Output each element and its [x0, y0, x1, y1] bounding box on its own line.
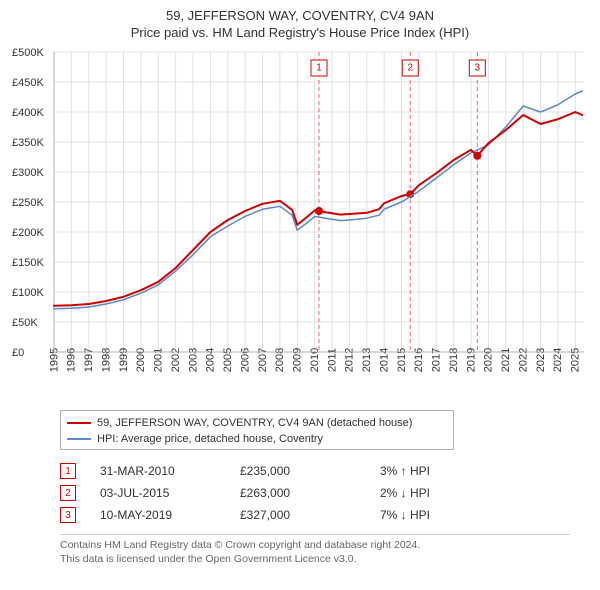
- svg-text:2012: 2012: [344, 348, 356, 372]
- svg-text:£100K: £100K: [12, 287, 44, 299]
- transaction-date: 10-MAY-2019: [100, 508, 240, 522]
- svg-text:2015: 2015: [396, 348, 408, 372]
- svg-text:2010: 2010: [309, 348, 321, 372]
- svg-text:2006: 2006: [239, 348, 251, 372]
- svg-text:2001: 2001: [153, 348, 165, 372]
- transaction-marker: 3: [60, 507, 76, 523]
- svg-text:2020: 2020: [483, 348, 495, 372]
- transactions-table: 1 31-MAR-2010£235,0003% ↑ HPI 2 03-JUL-2015…: [60, 460, 590, 526]
- svg-text:£300K: £300K: [12, 167, 44, 179]
- svg-text:£400K: £400K: [12, 107, 44, 119]
- transaction-marker: 2: [60, 485, 76, 501]
- chart-svg: £0 £50K £100K £150K £200K £250K £300K £350K £400…: [10, 46, 590, 402]
- svg-text:2021: 2021: [500, 348, 512, 372]
- svg-text:£150K: £150K: [12, 257, 44, 269]
- svg-text:2023: 2023: [535, 348, 547, 372]
- svg-text:1996: 1996: [66, 348, 78, 372]
- svg-text:2003: 2003: [187, 348, 199, 372]
- legend-swatch: [67, 422, 91, 424]
- svg-text:£200K: £200K: [12, 227, 44, 239]
- svg-text:3: 3: [475, 63, 481, 74]
- chart-legend: 59, JEFFERSON WAY, COVENTRY, CV4 9AN (de…: [60, 410, 454, 450]
- svg-text:2024: 2024: [552, 348, 564, 372]
- svg-text:2004: 2004: [205, 348, 217, 372]
- transaction-price: £235,000: [240, 464, 380, 478]
- transaction-row: 1 31-MAR-2010£235,0003% ↑ HPI: [60, 460, 590, 482]
- svg-text:2014: 2014: [378, 348, 390, 372]
- transaction-marker: 1: [60, 463, 76, 479]
- transaction-row: 3 10-MAY-2019£327,0007% ↓ HPI: [60, 504, 590, 526]
- chart-title: 59, JEFFERSON WAY, COVENTRY, CV4 9AN: [10, 8, 590, 23]
- transaction-delta: 2% ↓ HPI: [380, 486, 480, 500]
- svg-text:2002: 2002: [170, 348, 182, 372]
- svg-text:2: 2: [407, 63, 413, 74]
- svg-text:1998: 1998: [100, 348, 112, 372]
- legend-swatch: [67, 438, 91, 440]
- footer-line-2: This data is licensed under the Open Gov…: [60, 553, 570, 567]
- transaction-delta: 7% ↓ HPI: [380, 508, 480, 522]
- svg-text:£250K: £250K: [12, 197, 44, 209]
- chart-container: 59, JEFFERSON WAY, COVENTRY, CV4 9AN Pri…: [0, 0, 600, 590]
- legend-label: HPI: Average price, detached house, Cove…: [97, 433, 323, 445]
- transaction-price: £263,000: [240, 486, 380, 500]
- chart-subtitle: Price paid vs. HM Land Registry's House …: [10, 25, 590, 40]
- svg-text:2017: 2017: [431, 348, 443, 372]
- legend-item: 59, JEFFERSON WAY, COVENTRY, CV4 9AN (de…: [67, 415, 447, 431]
- svg-text:£500K: £500K: [12, 47, 44, 59]
- transaction-date: 31-MAR-2010: [100, 464, 240, 478]
- svg-text:2025: 2025: [570, 348, 582, 372]
- svg-text:1999: 1999: [118, 348, 130, 372]
- svg-text:1: 1: [316, 63, 322, 74]
- footer-line-1: Contains HM Land Registry data © Crown c…: [60, 539, 570, 553]
- svg-text:£350K: £350K: [12, 137, 44, 149]
- transaction-delta: 3% ↑ HPI: [380, 464, 480, 478]
- svg-text:2018: 2018: [448, 348, 460, 372]
- legend-item: HPI: Average price, detached house, Cove…: [67, 431, 447, 447]
- svg-text:£0: £0: [12, 347, 24, 359]
- svg-text:2000: 2000: [135, 348, 147, 372]
- svg-text:2013: 2013: [361, 348, 373, 372]
- transaction-date: 03-JUL-2015: [100, 486, 240, 500]
- svg-text:1997: 1997: [83, 348, 95, 372]
- chart-footer: Contains HM Land Registry data © Crown c…: [60, 534, 570, 566]
- svg-text:2005: 2005: [222, 348, 234, 372]
- svg-text:2009: 2009: [292, 348, 304, 372]
- legend-label: 59, JEFFERSON WAY, COVENTRY, CV4 9AN (de…: [97, 417, 412, 429]
- svg-text:2016: 2016: [413, 348, 425, 372]
- transaction-price: £327,000: [240, 508, 380, 522]
- transaction-row: 2 03-JUL-2015£263,0002% ↓ HPI: [60, 482, 590, 504]
- svg-text:2019: 2019: [465, 348, 477, 372]
- svg-text:2007: 2007: [257, 348, 269, 372]
- svg-text:2022: 2022: [517, 348, 529, 372]
- svg-text:£50K: £50K: [12, 317, 38, 329]
- chart-plot: £0 £50K £100K £150K £200K £250K £300K £350K £400…: [10, 46, 590, 402]
- svg-text:2008: 2008: [274, 348, 286, 372]
- svg-text:£450K: £450K: [12, 77, 44, 89]
